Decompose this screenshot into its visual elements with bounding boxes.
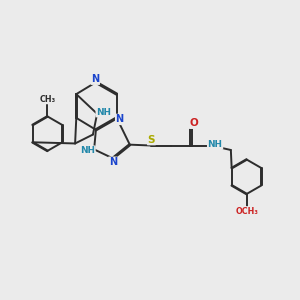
- Text: O: O: [190, 118, 198, 128]
- Text: S: S: [148, 135, 155, 145]
- Text: N: N: [116, 114, 124, 124]
- Text: CH₃: CH₃: [39, 95, 56, 104]
- Text: NH: NH: [96, 108, 111, 117]
- Text: OCH₃: OCH₃: [235, 207, 258, 216]
- Text: NH: NH: [80, 146, 95, 155]
- Text: N: N: [109, 157, 117, 167]
- Text: N: N: [91, 74, 99, 84]
- Text: NH: NH: [208, 140, 223, 149]
